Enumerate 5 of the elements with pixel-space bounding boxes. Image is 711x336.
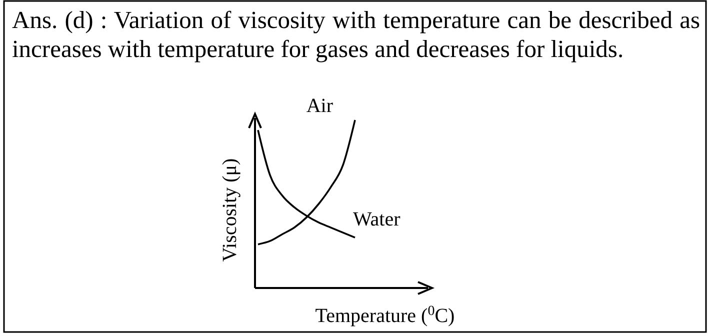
x-axis-title: Temperature ($^{0}$C) — [315, 304, 455, 327]
series-label: Water — [353, 208, 401, 231]
series-label: Air — [306, 95, 334, 117]
chart-title: Ans. (d) : Variation of viscosity with temperature can be described as increases with temperature for gases and decreases for liquids. — [12, 6, 700, 64]
y-axis-title: Viscosity (μ) — [219, 158, 241, 262]
